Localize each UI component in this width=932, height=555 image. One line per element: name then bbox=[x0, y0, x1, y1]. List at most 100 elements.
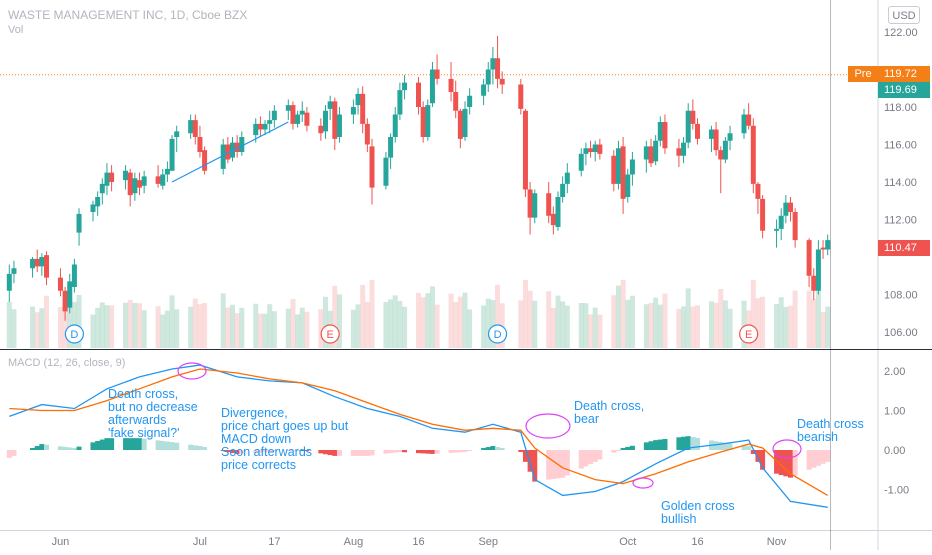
candle-body bbox=[662, 122, 668, 149]
candle-body bbox=[453, 92, 459, 111]
time-tick-label: 16 bbox=[412, 536, 424, 548]
candle bbox=[750, 118, 756, 194]
histogram-bar bbox=[127, 438, 133, 450]
candle bbox=[588, 140, 594, 158]
histogram-bar bbox=[360, 450, 366, 456]
candle bbox=[420, 101, 426, 143]
candle bbox=[271, 105, 277, 128]
candle-body bbox=[318, 125, 324, 134]
annotation-line: bearish bbox=[797, 430, 838, 444]
candle bbox=[127, 168, 133, 207]
annotation-text: Divergence, price chart goes up but MACD d… bbox=[221, 406, 349, 472]
candle bbox=[708, 125, 714, 152]
volume-bar bbox=[597, 314, 603, 348]
candle bbox=[532, 189, 538, 224]
histogram-bar bbox=[304, 450, 310, 451]
candle-body bbox=[718, 150, 724, 160]
volume-bar bbox=[355, 304, 361, 348]
histogram-bar bbox=[588, 450, 594, 465]
price-tick-label: 108.00 bbox=[884, 290, 918, 302]
volume-bar bbox=[676, 309, 682, 348]
price-tick-label: 118.00 bbox=[884, 102, 917, 114]
volume-bar bbox=[62, 298, 68, 348]
price-tick-label: 106.00 bbox=[884, 327, 918, 339]
candle-body bbox=[95, 197, 101, 207]
candle-body bbox=[499, 78, 505, 85]
volume-bar bbox=[532, 300, 538, 348]
candle bbox=[262, 120, 268, 136]
currency-unit-button[interactable]: USD bbox=[888, 6, 920, 24]
candle-body bbox=[71, 264, 77, 287]
candle-body bbox=[713, 129, 719, 151]
volume-bar bbox=[11, 309, 17, 348]
candle bbox=[123, 165, 129, 190]
candle bbox=[290, 101, 296, 130]
candle bbox=[495, 35, 501, 89]
histogram-bar bbox=[713, 441, 719, 450]
candle-body bbox=[188, 120, 194, 134]
candle-body bbox=[44, 255, 49, 278]
candle bbox=[811, 268, 817, 301]
volume-bar bbox=[6, 302, 12, 348]
histogram-bar bbox=[76, 446, 82, 450]
candle-body bbox=[597, 144, 603, 154]
candle-body bbox=[620, 146, 626, 199]
candle-body bbox=[546, 193, 552, 216]
volume-bar bbox=[518, 300, 524, 348]
candle bbox=[99, 178, 105, 205]
time-tick-label: Jun bbox=[52, 536, 70, 548]
volume-bar bbox=[230, 304, 235, 348]
volume-bar bbox=[95, 307, 101, 348]
volume-bar bbox=[555, 295, 561, 348]
histogram-bar bbox=[457, 450, 463, 453]
candle bbox=[620, 137, 626, 214]
histogram-bar bbox=[137, 438, 142, 450]
candle bbox=[295, 110, 301, 128]
candle-body bbox=[518, 84, 524, 109]
histogram-bar bbox=[815, 450, 821, 466]
candle bbox=[615, 140, 621, 190]
volume-bar bbox=[495, 284, 501, 348]
candle-body bbox=[323, 110, 328, 132]
candle bbox=[416, 77, 421, 115]
candle bbox=[188, 114, 194, 139]
volume-bar bbox=[30, 306, 36, 348]
pre-market-price-tag: 119.72 bbox=[878, 66, 930, 82]
candle-body bbox=[578, 153, 584, 171]
time-tick-label: Sep bbox=[478, 536, 498, 548]
volume-bar bbox=[811, 299, 817, 348]
annotation-line: but no decrease bbox=[108, 400, 198, 414]
volume-bar bbox=[360, 285, 366, 348]
candle-body bbox=[220, 144, 226, 169]
histogram-bar bbox=[402, 450, 408, 453]
candle bbox=[625, 168, 631, 203]
dividend-marker: D bbox=[64, 324, 85, 344]
volume-bar bbox=[722, 300, 728, 348]
volume-bar bbox=[560, 301, 566, 348]
candle bbox=[137, 172, 142, 196]
annotation-line: Death cross bbox=[797, 417, 864, 431]
event-marker-label: E bbox=[745, 329, 752, 341]
candle-body bbox=[197, 137, 203, 152]
event-marker-label: E bbox=[326, 329, 333, 341]
histogram-bar bbox=[578, 450, 584, 469]
volume-bar bbox=[611, 295, 617, 348]
event-marker-circle bbox=[64, 324, 85, 344]
volume-bar bbox=[383, 302, 389, 348]
histogram-bar bbox=[657, 439, 663, 450]
candle bbox=[746, 103, 752, 130]
candle bbox=[718, 146, 724, 194]
volume-bar bbox=[369, 280, 375, 348]
histogram-bar bbox=[485, 447, 491, 450]
candle-body bbox=[657, 122, 663, 141]
volume-bar bbox=[192, 298, 198, 348]
candle bbox=[141, 170, 147, 194]
macd-tick-label: 0.00 bbox=[884, 445, 905, 457]
candle-body bbox=[811, 275, 817, 291]
signal-line bbox=[9, 368, 829, 496]
volume-bar bbox=[350, 309, 356, 348]
candle-body bbox=[402, 82, 408, 91]
candle bbox=[202, 146, 208, 175]
candle bbox=[164, 161, 170, 182]
candle bbox=[788, 197, 793, 222]
